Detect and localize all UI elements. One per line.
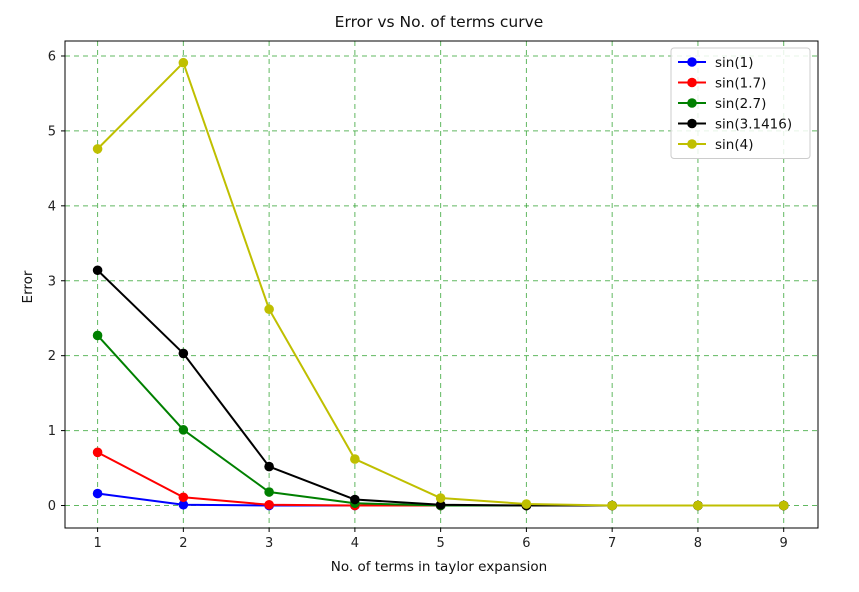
data-point: [178, 499, 189, 510]
legend-item: sin(3.1416): [678, 117, 792, 133]
data-point: [92, 488, 103, 499]
y-tick-label: 6: [48, 49, 56, 64]
y-tick-label: 1: [48, 424, 56, 439]
x-tick-label: 1: [93, 536, 101, 551]
x-tick-label: 7: [608, 536, 616, 551]
grid-lines: [65, 41, 818, 528]
data-point: [92, 144, 103, 154]
data-point: [92, 447, 103, 458]
legend-label: sin(4): [715, 137, 753, 153]
data-point: [178, 492, 189, 503]
data-point: [264, 304, 274, 315]
legend-box: [670, 47, 811, 159]
legend-marker: [687, 118, 697, 129]
data-point: [435, 499, 446, 510]
data-point: [178, 425, 189, 435]
x-tick-label: 9: [780, 536, 788, 551]
data-point: [92, 265, 103, 276]
legend-label: sin(1.7): [715, 76, 766, 92]
legend: sin(1) sin(1.7) sin(2.7) sin(3.1416) sin(4): [670, 47, 811, 159]
legend-marker: [687, 139, 697, 149]
chart-title: Error vs No. of terms curve: [335, 13, 544, 31]
legend-label: sin(3.1416): [715, 117, 792, 133]
x-tick-label: 3: [265, 536, 273, 551]
legend-marker: [687, 57, 697, 67]
y-axis-label: Error: [20, 270, 36, 303]
x-axis-ticks: 1 2 3 4 5 6 7 8 9: [93, 528, 788, 551]
data-point: [350, 494, 360, 505]
x-tick-label: 8: [694, 536, 702, 551]
y-tick-label: 3: [48, 274, 56, 289]
series-5: [92, 57, 789, 511]
x-tick-label: 6: [522, 536, 530, 551]
data-point: [178, 348, 189, 359]
y-axis-ticks: 0 1 2 3 4 5 6: [48, 49, 65, 514]
legend-item: sin(1.7): [678, 76, 766, 92]
x-tick-label: 2: [179, 536, 187, 551]
data-point: [350, 454, 360, 464]
data-point: [264, 487, 274, 497]
legend-item: sin(4): [678, 137, 753, 153]
legend-marker: [687, 77, 697, 88]
x-tick-label: 4: [351, 536, 359, 551]
data-point: [521, 499, 532, 509]
y-tick-label: 5: [48, 124, 56, 139]
series-layer: [92, 57, 789, 511]
y-tick-label: 0: [48, 499, 56, 514]
plot-frame: [64, 40, 819, 529]
y-tick-label: 2: [48, 349, 56, 364]
data-point: [435, 493, 446, 503]
x-axis-label: No. of terms in taylor expansion: [331, 559, 547, 575]
data-point: [778, 500, 789, 511]
data-point: [607, 500, 617, 511]
legend-item: sin(1): [678, 55, 753, 71]
legend-label: sin(1): [715, 55, 753, 71]
data-point: [264, 499, 274, 510]
legend-marker: [687, 98, 697, 108]
legend-item: sin(2.7): [678, 96, 766, 112]
data-point: [693, 500, 703, 511]
data-point: [178, 57, 189, 68]
data-point: [92, 330, 103, 341]
legend-label: sin(2.7): [715, 96, 766, 112]
x-tick-label: 5: [437, 536, 445, 551]
data-point: [264, 461, 274, 472]
y-tick-label: 4: [48, 199, 56, 214]
